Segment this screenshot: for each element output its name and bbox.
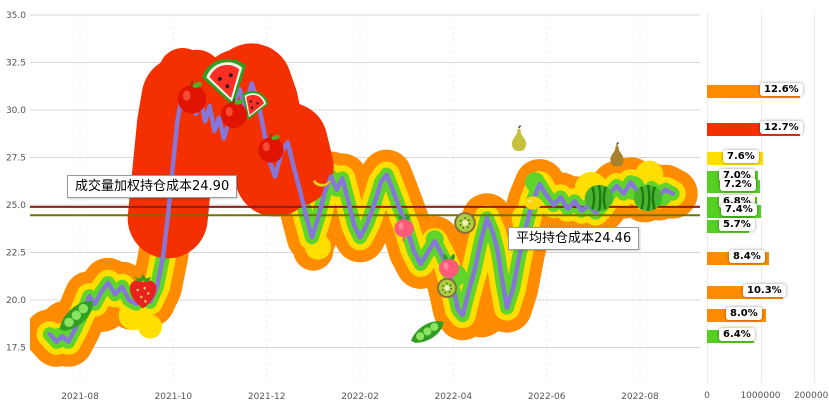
chip-bar-label: 7.4% xyxy=(721,203,757,216)
pea-pod-icon xyxy=(411,321,444,343)
chip-distribution-panel: 01000000200000012.6%12.7%7.6%7.0%7.2%6.8… xyxy=(702,0,829,410)
chip-bar-label: 7.6% xyxy=(723,150,759,163)
chip-bar-label: 6.4% xyxy=(719,328,755,341)
chip-bar-label: 7.2% xyxy=(720,178,756,191)
y-axis-label: 25.0 xyxy=(6,201,26,211)
pea-pod-icon xyxy=(59,300,93,331)
watermelon-icon xyxy=(584,184,614,212)
x-axis-label: 2022-02 xyxy=(341,392,379,402)
banana-icon xyxy=(313,179,331,187)
vwap-cost-label: 成交量加权持仓成本24.90 xyxy=(67,175,238,198)
apple-icon xyxy=(177,80,207,114)
price-line xyxy=(47,81,675,345)
fruit-decorations xyxy=(59,58,663,343)
chip-axis-label: 1000000 xyxy=(740,391,781,401)
x-axis-label: 2021-10 xyxy=(155,392,193,402)
avg-cost-label: 平均持仓成本24.46 xyxy=(508,227,640,250)
watermelon-slice-icon xyxy=(242,91,269,120)
y-axis-label: 32.5 xyxy=(6,59,26,69)
chip-bar-label: 12.7% xyxy=(760,121,803,134)
chip-axis-label: 0 xyxy=(704,391,710,401)
kiwi-icon xyxy=(437,278,457,298)
y-axis-label: 30.0 xyxy=(6,106,26,116)
pear-icon xyxy=(511,125,527,152)
y-axis-label: 22.5 xyxy=(6,249,26,259)
y-axis-label: 20.0 xyxy=(6,296,26,306)
apple-icon xyxy=(220,97,248,129)
x-axis-label: 2021-12 xyxy=(248,392,286,402)
chip-axis-gridline xyxy=(814,12,815,383)
x-axis-label: 2022-08 xyxy=(621,392,659,402)
chip-bar-label: 10.3% xyxy=(743,284,786,297)
x-axis-label: 2021-08 xyxy=(61,392,99,402)
watermelon-slice-icon xyxy=(201,58,246,107)
x-axis-label: 2022-06 xyxy=(528,392,566,402)
watermelon-icon xyxy=(633,184,663,212)
chip-bar-label: 8.4% xyxy=(729,250,765,263)
chip-axis-label: 2000000 xyxy=(793,391,829,401)
chip-bar-label: 5.7% xyxy=(719,218,755,231)
pear-brown-icon xyxy=(610,142,624,167)
y-axis-label: 27.5 xyxy=(6,154,26,164)
chip-bar-label: 12.6% xyxy=(760,83,803,96)
volume-cloud xyxy=(30,43,698,367)
chip-axis-gridline xyxy=(760,12,762,383)
apple-icon xyxy=(258,133,284,163)
x-axis-label: 2022-04 xyxy=(435,392,473,402)
chip-bar-label: 8.0% xyxy=(726,307,762,320)
radish-icon xyxy=(394,214,414,242)
y-axis-label: 35.0 xyxy=(6,11,26,21)
strawberry-icon xyxy=(129,273,157,309)
lemon-icon xyxy=(524,196,542,210)
kiwi-icon xyxy=(454,212,476,234)
y-axis-label: 17.5 xyxy=(6,344,26,354)
